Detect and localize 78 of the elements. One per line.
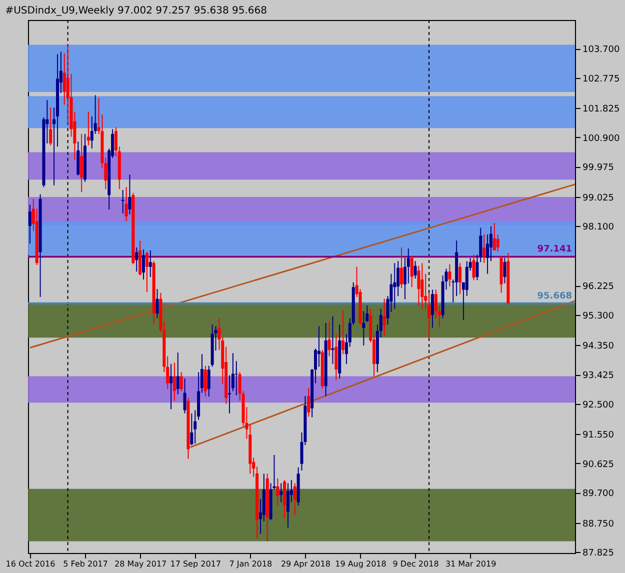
x-tick-label: 28 May 2017 [114, 560, 167, 568]
y-tick-label: 99.025 [582, 193, 614, 204]
candlestick [128, 174, 132, 215]
candlestick [170, 363, 173, 410]
x-tick-label: 31 Mar 2019 [445, 560, 496, 568]
candlestick [331, 316, 334, 364]
candlestick [430, 289, 434, 328]
y-tick-label: 98.100 [582, 222, 614, 233]
x-tick-label: 7 Jan 2018 [229, 560, 272, 568]
candlestick [317, 326, 320, 368]
y-tick-label: 102.775 [582, 74, 620, 84]
candlestick [496, 234, 500, 252]
y-tick-label: 95.300 [582, 312, 614, 322]
y-tick-label: 89.700 [582, 489, 614, 500]
candlestick [86, 111, 90, 146]
candlestick [183, 378, 186, 414]
candlestick [410, 256, 414, 288]
candlestick [234, 360, 238, 396]
y-tick-label: 99.975 [582, 163, 614, 174]
candlestick [228, 374, 231, 414]
x-tick-label: 9 Dec 2018 [392, 560, 439, 568]
candlestick [204, 365, 207, 398]
y-tick-label: 90.625 [582, 460, 614, 470]
candlestick [382, 298, 386, 336]
x-tick-label: 29 Apr 2018 [280, 560, 330, 568]
y-tick-label: 103.700 [582, 45, 620, 56]
candlestick [276, 478, 280, 506]
candlestick [180, 372, 183, 392]
x-tick-label: 17 Sep 2017 [170, 560, 221, 568]
candlestick [148, 250, 152, 278]
candlestick [362, 310, 366, 346]
candlestick [190, 412, 194, 446]
candlestick [503, 257, 506, 284]
y-tick-label: 96.225 [582, 282, 614, 292]
candlestick [280, 482, 283, 503]
candlestick [49, 107, 52, 146]
candlestick [414, 260, 417, 280]
candlestick [420, 262, 424, 310]
x-tick-label: 16 Oct 2016 [6, 560, 56, 568]
chart-title: #USDindx_U9,Weekly 97.002 97.257 95.638 95.668 [5, 6, 268, 16]
y-tick-label: 94.350 [582, 342, 614, 352]
candlestick [482, 234, 486, 264]
y-tick-label: 100.900 [582, 134, 620, 144]
candlestick [135, 246, 138, 272]
candlestick [334, 334, 338, 381]
candlestick [393, 262, 396, 310]
candlestick [472, 254, 476, 281]
candlestick [28, 204, 32, 244]
candlestick [283, 480, 286, 519]
candlestick [124, 186, 128, 222]
candlestick [145, 251, 148, 293]
ref-line-label: 95.668 [537, 291, 572, 302]
candlestick [328, 320, 331, 357]
candlestick [293, 482, 296, 516]
candlestick [176, 352, 180, 395]
y-tick-label: 91.550 [582, 430, 614, 441]
x-tick-label: 5 Feb 2017 [63, 560, 108, 568]
candlestick [80, 133, 84, 192]
candlestick [286, 482, 290, 528]
candlestick [142, 248, 145, 280]
x-tick-label: 19 Aug 2018 [335, 560, 386, 568]
candlestick [342, 310, 345, 355]
candlestick [307, 388, 310, 418]
y-tick-label: 92.500 [582, 400, 614, 410]
candlestick [172, 362, 176, 402]
candlestick [448, 264, 452, 287]
candlestick [492, 222, 496, 251]
y-tick-label: 88.750 [582, 519, 614, 530]
candlestick [458, 262, 462, 295]
candlestick [207, 365, 210, 398]
y-tick-label: 101.825 [582, 104, 620, 115]
candlestick [400, 246, 404, 289]
y-tick-label: 87.825 [582, 548, 614, 559]
ref-line-label: 97.141 [537, 244, 572, 255]
candlestick [156, 288, 159, 319]
candlestick [417, 265, 420, 306]
candlestick [121, 190, 124, 214]
y-tick-label: 93.425 [582, 371, 614, 382]
